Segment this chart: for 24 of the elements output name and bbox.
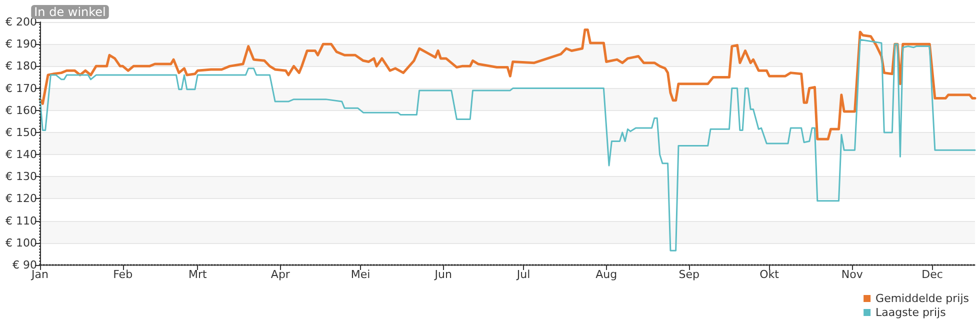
x-tick-label: Sep [678, 268, 700, 281]
y-tick-label: € 150 [6, 126, 37, 139]
x-tick-label: Aug [596, 268, 618, 281]
x-tick-label: Jul [516, 268, 530, 281]
legend-label: Laagste prijs [876, 306, 946, 319]
y-tick-label: € 140 [6, 148, 37, 162]
legend-label: Gemiddelde prijs [876, 292, 970, 305]
y-tick-label: € 170 [6, 82, 37, 95]
y-tick-label: € 130 [6, 170, 37, 184]
x-tick-label: Feb [113, 268, 133, 281]
x-tick-label: Jun [434, 268, 452, 281]
y-tick-label: € 180 [6, 60, 37, 73]
ref-line-label: In de winkel [34, 5, 106, 19]
x-tick-label: Apr [270, 268, 290, 281]
y-tick-label: € 190 [6, 38, 37, 51]
y-tick-label: € 120 [6, 192, 37, 206]
y-tick-label: € 110 [6, 214, 37, 228]
x-tick-label: Okt [760, 268, 780, 281]
y-tick-label: € 100 [6, 236, 37, 250]
x-tick-label: Dec [922, 268, 943, 281]
y-tick-label: € 160 [6, 104, 37, 117]
x-tick-label: Nov [841, 268, 864, 281]
x-tick-label: Mei [350, 268, 370, 281]
x-tick-label: Mrt [188, 268, 208, 281]
